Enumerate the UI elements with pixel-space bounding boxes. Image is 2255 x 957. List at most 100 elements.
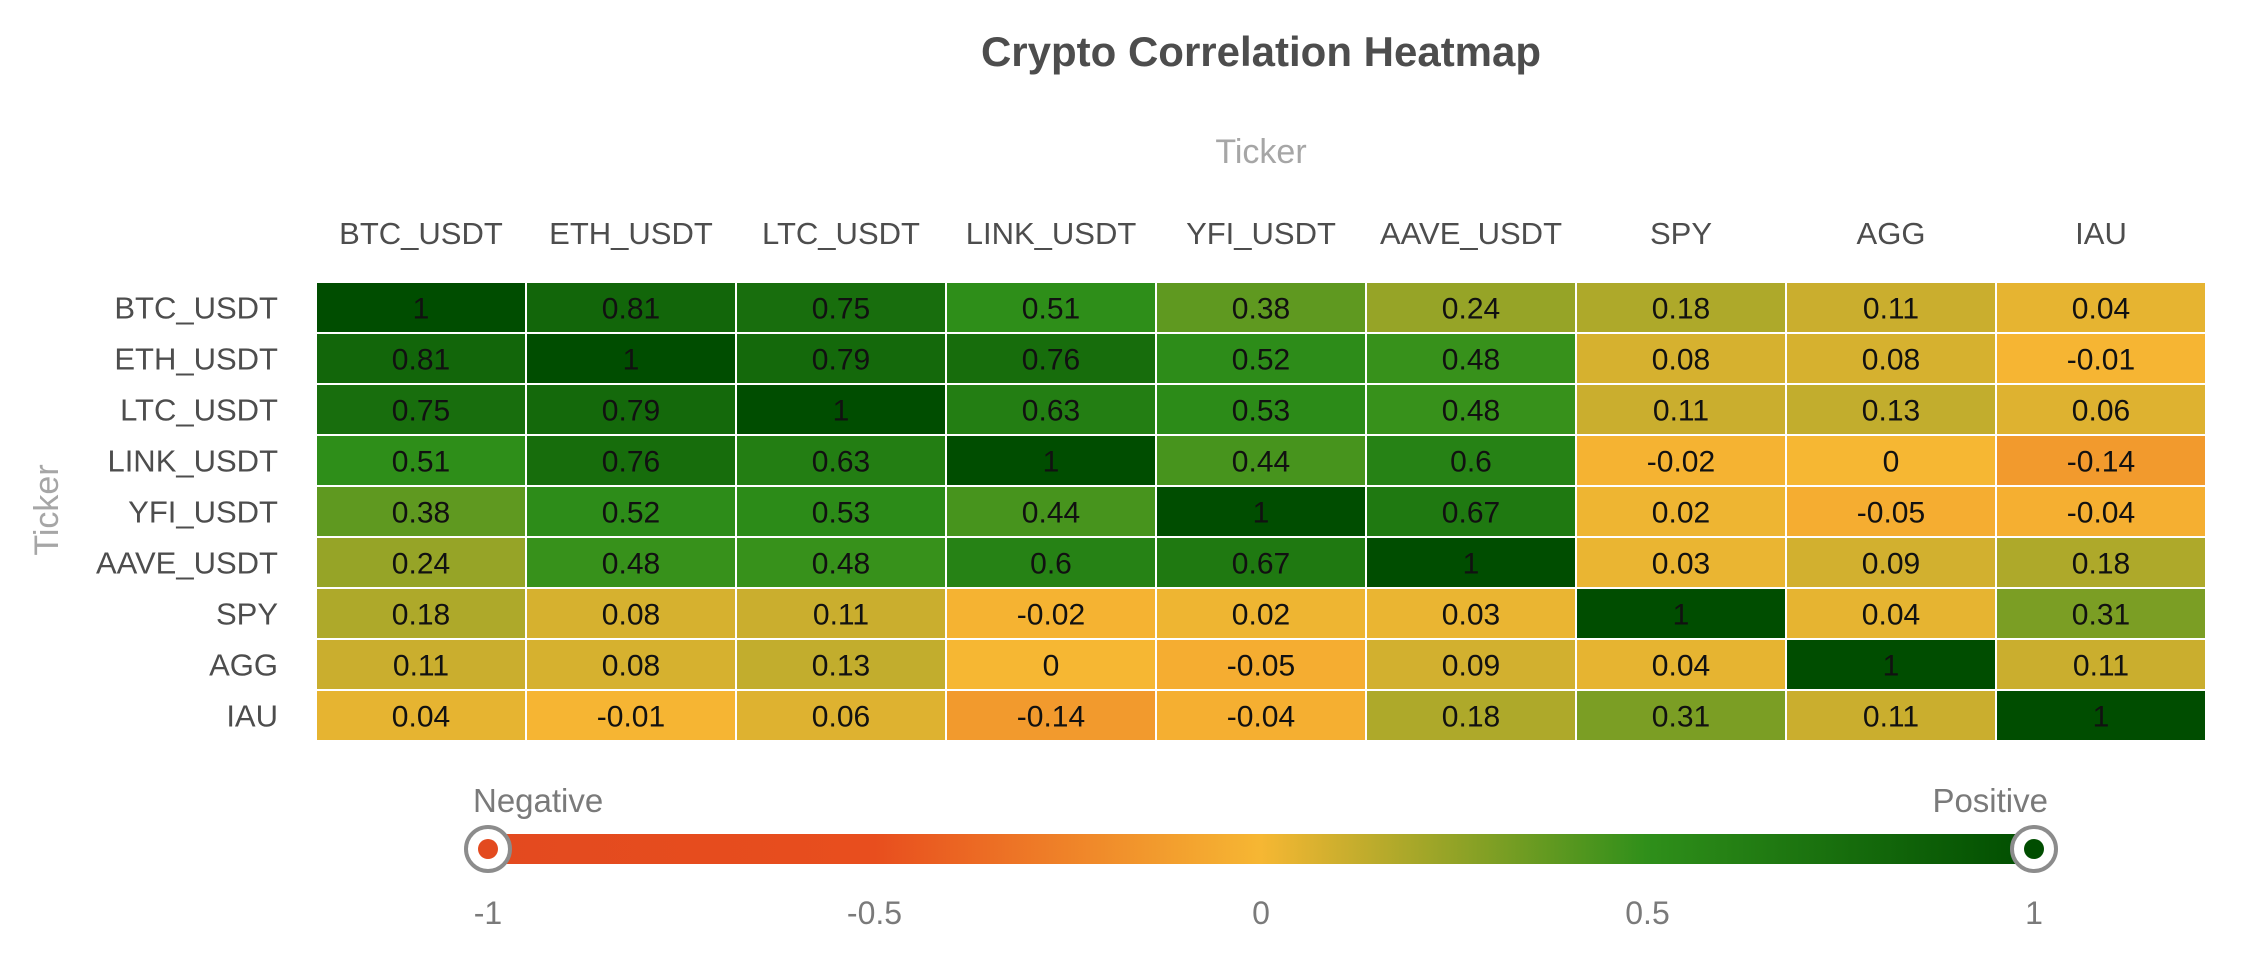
heatmap-cell-btc-usdt-aave-usdt[interactable] <box>1365 281 1577 334</box>
cell-value-label: 0.81 <box>602 293 660 326</box>
y-tick-btc-usdt: BTC_USDT <box>114 291 278 326</box>
x-axis-ticks: BTC_USDT ETH_USDT LTC_USDT LINK_USDT YFI_USD… <box>339 216 2127 251</box>
cell-value-label: -0.01 <box>2067 344 2135 377</box>
heatmap-cell-spy-eth-usdt[interactable] <box>525 587 737 640</box>
heatmap-cell-btc-usdt-eth-usdt[interactable] <box>525 281 737 334</box>
heatmap-cell-aave-usdt-agg[interactable] <box>1785 536 1997 589</box>
heatmap-cell-ltc-usdt-eth-usdt[interactable] <box>525 383 737 436</box>
cell-value-label: 0.76 <box>1022 344 1080 377</box>
heatmap-cell-link-usdt-iau[interactable] <box>1995 434 2207 487</box>
heatmap-cell-iau-spy[interactable] <box>1575 689 1787 742</box>
heatmap-cell-aave-usdt-btc-usdt[interactable] <box>315 536 527 589</box>
cell-value-label: 0.48 <box>602 548 660 581</box>
heatmap-cell-eth-usdt-yfi-usdt[interactable] <box>1155 332 1367 385</box>
cell-value-label: 0.67 <box>1232 548 1290 581</box>
heatmap-cell-ltc-usdt-yfi-usdt[interactable] <box>1155 383 1367 436</box>
cell-value-label: 0.75 <box>812 293 870 326</box>
cell-value-label: 0.24 <box>392 548 450 581</box>
heatmap-cell-ltc-usdt-iau[interactable] <box>1995 383 2207 436</box>
heatmap-cell-ltc-usdt-ltc-usdt[interactable] <box>735 383 947 436</box>
heatmap-cell-eth-usdt-spy[interactable] <box>1575 332 1787 385</box>
heatmap-cell-iau-iau[interactable] <box>1995 689 2207 742</box>
heatmap-cell-iau-yfi-usdt[interactable] <box>1155 689 1367 742</box>
cell-value-label: 1 <box>623 344 640 377</box>
legend-min-handle[interactable] <box>464 825 512 873</box>
heatmap-cell-iau-eth-usdt[interactable] <box>525 689 737 742</box>
heatmap-cell-yfi-usdt-aave-usdt[interactable] <box>1365 485 1577 538</box>
cell-value-label: 1 <box>1043 446 1060 479</box>
heatmap-cell-link-usdt-btc-usdt[interactable] <box>315 434 527 487</box>
heatmap-cell-eth-usdt-btc-usdt[interactable] <box>315 332 527 385</box>
cell-value-label: 0.11 <box>1863 293 1919 326</box>
cell-value-label: 0.24 <box>1442 293 1500 326</box>
heatmap-cell-btc-usdt-agg[interactable] <box>1785 281 1997 334</box>
heatmap-cell-ltc-usdt-link-usdt[interactable] <box>945 383 1157 436</box>
legend-max-handle-dot[interactable] <box>2024 839 2044 859</box>
cell-value-label: 0.52 <box>1232 344 1290 377</box>
heatmap-cell-btc-usdt-btc-usdt[interactable] <box>315 281 527 334</box>
cell-value-label: 0.44 <box>1022 497 1080 530</box>
heatmap-cell-spy-yfi-usdt[interactable] <box>1155 587 1367 640</box>
heatmap-cell-iau-link-usdt[interactable] <box>945 689 1157 742</box>
cell-value-label: -0.02 <box>1017 599 1085 632</box>
heatmap-cell-aave-usdt-link-usdt[interactable] <box>945 536 1157 589</box>
y-tick-eth-usdt: ETH_USDT <box>114 342 278 377</box>
cell-value-label: 0.13 <box>812 650 870 683</box>
legend-ticks: -1 -0.5 0 0.5 1 <box>474 895 2043 931</box>
heatmap-cell-agg-ltc-usdt[interactable] <box>735 638 947 691</box>
cell-value-label: 0.11 <box>1863 701 1919 734</box>
x-tick-link-usdt: LINK_USDT <box>966 216 1137 251</box>
heatmap-cell-iau-aave-usdt[interactable] <box>1365 689 1577 742</box>
heatmap-cell-eth-usdt-agg[interactable] <box>1785 332 1997 385</box>
cell-value-label: 0.09 <box>1442 650 1500 683</box>
cell-value-label: 0.09 <box>1862 548 1920 581</box>
cell-value-label: 0.48 <box>1442 395 1500 428</box>
heatmap-cell-agg-yfi-usdt[interactable] <box>1155 638 1367 691</box>
legend-max-handle[interactable] <box>2010 825 2058 873</box>
cell-value-label: -0.01 <box>597 701 665 734</box>
heatmap-cell-agg-spy[interactable] <box>1575 638 1787 691</box>
cell-value-label: 0.81 <box>392 344 450 377</box>
heatmap-cell-aave-usdt-aave-usdt[interactable] <box>1365 536 1577 589</box>
heatmap-cell-yfi-usdt-link-usdt[interactable] <box>945 485 1157 538</box>
heatmap-cell-agg-btc-usdt[interactable] <box>315 638 527 691</box>
cell-value-label: 0.11 <box>2073 650 2129 683</box>
cell-value-label: 0.11 <box>813 599 869 632</box>
y-axis-title: Ticker <box>28 464 66 555</box>
heatmap-cell-yfi-usdt-spy[interactable] <box>1575 485 1787 538</box>
cell-value-label: 0.18 <box>1652 293 1710 326</box>
heatmap-cell-agg-aave-usdt[interactable] <box>1365 638 1577 691</box>
cell-value-label: 0.44 <box>1232 446 1290 479</box>
heatmap-cell-aave-usdt-yfi-usdt[interactable] <box>1155 536 1367 589</box>
heatmap-cell-eth-usdt-ltc-usdt[interactable] <box>735 332 947 385</box>
legend-min-handle-dot[interactable] <box>478 839 498 859</box>
cell-value-label: 0.53 <box>1232 395 1290 428</box>
heatmap-cell-aave-usdt-eth-usdt[interactable] <box>525 536 737 589</box>
heatmap-cell-spy-btc-usdt[interactable] <box>315 587 527 640</box>
heatmap-cells <box>315 281 2207 742</box>
cell-value-label: 0.04 <box>392 701 450 734</box>
cell-value-label: 0.08 <box>602 650 660 683</box>
heatmap-cell-ltc-usdt-btc-usdt[interactable] <box>315 383 527 436</box>
heatmap-cell-iau-btc-usdt[interactable] <box>315 689 527 742</box>
heatmap-cell-link-usdt-link-usdt[interactable] <box>945 434 1157 487</box>
heatmap-cell-link-usdt-eth-usdt[interactable] <box>525 434 737 487</box>
heatmap-cell-eth-usdt-iau[interactable] <box>1995 332 2207 385</box>
cell-value-label: 0.79 <box>812 344 870 377</box>
cell-value-label: 0.75 <box>392 395 450 428</box>
x-tick-eth-usdt: ETH_USDT <box>549 216 713 251</box>
heatmap-cell-aave-usdt-ltc-usdt[interactable] <box>735 536 947 589</box>
cell-value-label: 0.04 <box>1652 650 1710 683</box>
cell-value-label: 0.31 <box>2072 599 2130 632</box>
heatmap-cell-spy-spy[interactable] <box>1575 587 1787 640</box>
heatmap-cell-yfi-usdt-iau[interactable] <box>1995 485 2207 538</box>
heatmap-cell-agg-iau[interactable] <box>1995 638 2207 691</box>
heatmap-cell-agg-link-usdt[interactable] <box>945 638 1157 691</box>
heatmap-cell-yfi-usdt-btc-usdt[interactable] <box>315 485 527 538</box>
cell-value-label: 1 <box>1463 548 1480 581</box>
cell-value-label: 0.31 <box>1652 701 1710 734</box>
heatmap-cell-aave-usdt-iau[interactable] <box>1995 536 2207 589</box>
heatmap-cell-iau-ltc-usdt[interactable] <box>735 689 947 742</box>
legend-tick-label: -1 <box>474 895 502 931</box>
